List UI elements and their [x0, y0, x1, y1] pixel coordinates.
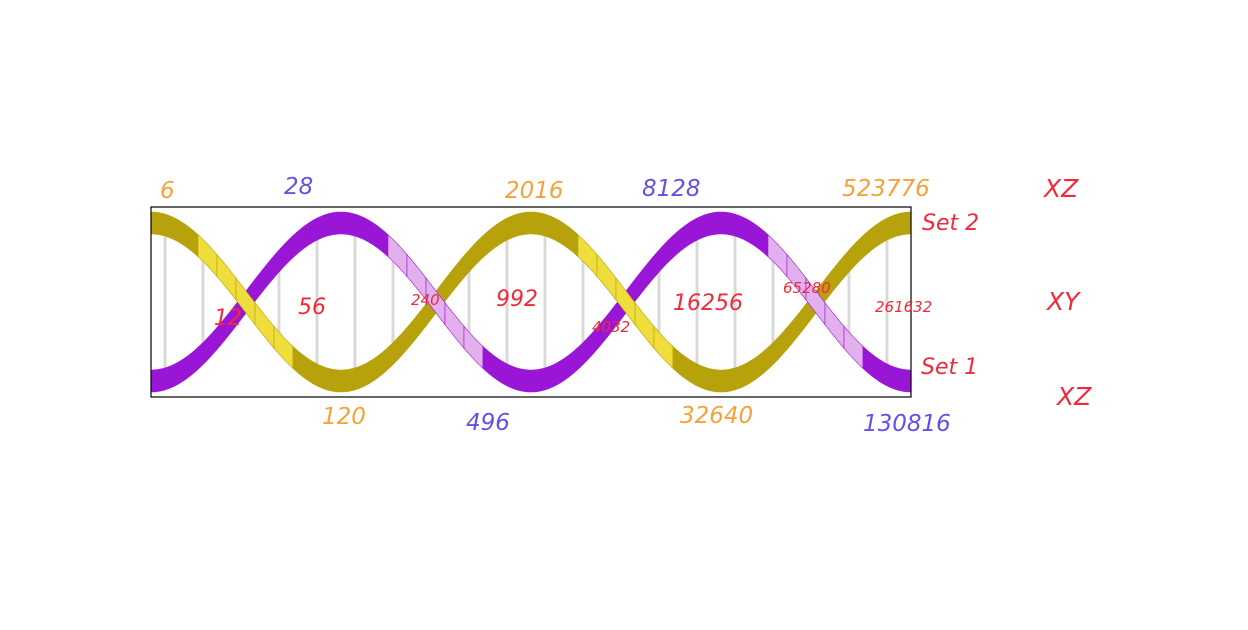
set2-label: Set 2 — [922, 211, 979, 236]
middle-label-4032: 4032 — [592, 318, 630, 336]
middle-label-992: 992 — [496, 287, 538, 312]
middle-label-12: 12 — [214, 306, 242, 331]
purple-strand-segment — [520, 368, 541, 393]
set1-label: Set 1 — [921, 355, 978, 380]
double-helix — [151, 207, 911, 397]
middle-labels: 12 56 240 992 4032 16256 65280 261632 — [214, 279, 932, 336]
middle-label-56: 56 — [298, 295, 326, 320]
middle-label-65280: 65280 — [783, 279, 831, 297]
helix-frame — [150, 206, 912, 398]
purple-strand-segment — [330, 211, 351, 236]
axis-label-xy: XY — [1045, 287, 1081, 316]
gold-strand-segment — [520, 211, 541, 236]
base-pair-rungs — [163, 231, 889, 373]
axis-label-xz-bottom: XZ — [1055, 382, 1092, 411]
top-label-28: 28 — [284, 174, 313, 200]
bottom-label-120: 120 — [322, 404, 366, 430]
middle-label-16256: 16256 — [673, 291, 743, 316]
strands — [151, 211, 911, 393]
middle-label-240: 240 — [411, 291, 440, 309]
bottom-labels: 120 496 32640 130816 — [322, 403, 951, 437]
bottom-label-32640: 32640 — [680, 403, 753, 429]
gold-strand-segment — [710, 368, 731, 393]
top-labels: 6 28 2016 8128 523776 — [160, 174, 930, 204]
middle-label-261632: 261632 — [875, 298, 932, 316]
gold-strand-segment — [900, 211, 911, 236]
bottom-label-130816: 130816 — [863, 411, 951, 437]
top-label-6: 6 — [160, 178, 175, 204]
bottom-label-496: 496 — [466, 410, 510, 436]
top-label-2016: 2016 — [505, 178, 564, 204]
gold-strand-segment — [330, 368, 351, 393]
axis-label-xz-top: XZ — [1042, 174, 1079, 203]
purple-strand-segment — [900, 368, 911, 393]
top-label-8128: 8128 — [642, 176, 701, 202]
top-label-523776: 523776 — [842, 176, 930, 202]
purple-strand-segment — [710, 211, 731, 236]
